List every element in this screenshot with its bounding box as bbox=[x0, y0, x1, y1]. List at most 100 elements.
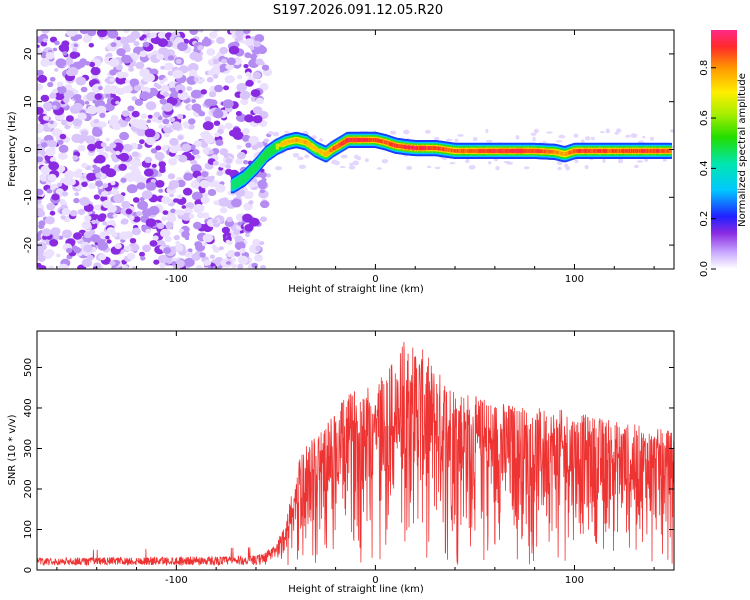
y-tick-label: 0 bbox=[23, 567, 34, 573]
noise-speckle bbox=[130, 158, 141, 168]
noise-speckle bbox=[237, 74, 243, 80]
noise-speckle bbox=[150, 36, 159, 44]
noise-speckle bbox=[257, 181, 268, 190]
noise-speckle bbox=[259, 83, 269, 91]
noise-speckle bbox=[98, 121, 106, 128]
noise-speckle bbox=[157, 116, 163, 121]
noise-speckle bbox=[177, 42, 188, 52]
noise-speckle bbox=[101, 191, 108, 197]
noise-speckle bbox=[143, 168, 154, 177]
noise-speckle bbox=[139, 91, 150, 101]
noise-speckle bbox=[132, 197, 140, 203]
noise-speckle bbox=[183, 172, 194, 181]
noise-speckle bbox=[311, 135, 317, 140]
colorbar-tick-label: 0.6 bbox=[699, 110, 710, 126]
noise-speckle bbox=[106, 227, 116, 235]
noise-speckle bbox=[90, 234, 101, 243]
noise-speckle bbox=[83, 231, 93, 239]
noise-speckle bbox=[224, 122, 233, 130]
noise-speckle bbox=[199, 179, 210, 189]
noise-speckle bbox=[616, 128, 622, 133]
noise-speckle bbox=[133, 85, 142, 92]
noise-speckle bbox=[284, 130, 290, 133]
noise-speckle bbox=[98, 86, 103, 91]
noise-speckle bbox=[403, 129, 410, 135]
noise-speckle bbox=[181, 230, 190, 238]
noise-speckle bbox=[195, 265, 203, 269]
noise-speckle bbox=[195, 107, 202, 114]
noise-speckle bbox=[93, 194, 100, 200]
noise-speckle bbox=[62, 51, 68, 56]
noise-speckle bbox=[45, 249, 55, 258]
noise-speckle bbox=[159, 262, 166, 269]
noise-speckle bbox=[275, 166, 282, 171]
noise-speckle bbox=[249, 217, 260, 227]
noise-speckle bbox=[157, 254, 169, 264]
noise-speckle bbox=[193, 54, 203, 62]
noise-speckle bbox=[197, 204, 205, 211]
noise-speckle bbox=[242, 213, 253, 223]
noise-speckle bbox=[45, 216, 55, 225]
noise-speckle bbox=[557, 166, 562, 171]
noise-speckle bbox=[162, 210, 169, 216]
noise-speckle bbox=[84, 61, 91, 66]
noise-speckle bbox=[239, 90, 251, 100]
noise-speckle bbox=[243, 64, 249, 69]
noise-speckle bbox=[37, 255, 46, 262]
noise-speckle bbox=[54, 91, 65, 101]
noise-speckle bbox=[122, 85, 132, 94]
noise-speckle bbox=[162, 102, 174, 112]
noise-speckle bbox=[141, 190, 153, 200]
noise-speckle bbox=[188, 213, 195, 219]
noise-speckle bbox=[115, 100, 120, 105]
noise-speckle bbox=[161, 196, 171, 204]
noise-speckle bbox=[122, 143, 133, 153]
noise-speckle bbox=[208, 91, 217, 98]
noise-speckle bbox=[188, 118, 196, 125]
noise-speckle bbox=[73, 197, 80, 204]
noise-speckle bbox=[193, 221, 202, 230]
ridge-segment bbox=[275, 143, 279, 150]
noise-speckle bbox=[60, 45, 69, 53]
noise-speckle bbox=[87, 30, 97, 37]
noise-speckle bbox=[183, 124, 190, 129]
noise-speckle bbox=[618, 158, 623, 164]
noise-speckle bbox=[72, 48, 78, 53]
noise-speckle bbox=[161, 216, 168, 222]
noise-speckle bbox=[139, 139, 145, 145]
noise-speckle bbox=[144, 156, 153, 164]
noise-speckle bbox=[118, 163, 127, 171]
noise-speckle bbox=[203, 259, 212, 267]
noise-speckle bbox=[319, 138, 323, 142]
noise-speckle bbox=[88, 42, 95, 48]
noise-speckle bbox=[208, 31, 218, 39]
noise-speckle bbox=[248, 200, 254, 205]
noise-speckle bbox=[297, 156, 304, 161]
noise-speckle bbox=[52, 88, 59, 94]
noise-speckle bbox=[214, 84, 224, 93]
noise-speckle bbox=[136, 129, 146, 137]
noise-speckle bbox=[120, 177, 127, 183]
noise-speckle bbox=[515, 135, 520, 140]
noise-speckle bbox=[212, 74, 219, 79]
noise-speckle bbox=[237, 221, 243, 226]
noise-speckle bbox=[83, 244, 93, 253]
noise-speckle bbox=[254, 254, 263, 262]
noise-speckle bbox=[140, 113, 148, 119]
noise-speckle bbox=[259, 241, 265, 246]
noise-speckle bbox=[121, 110, 130, 117]
noise-speckle bbox=[226, 216, 233, 223]
noise-speckle bbox=[225, 64, 232, 70]
snr-series bbox=[37, 341, 674, 567]
colorbar-gradient bbox=[711, 30, 737, 269]
noise-speckle bbox=[381, 159, 389, 164]
noise-speckle bbox=[40, 41, 48, 47]
noise-speckle bbox=[468, 165, 476, 170]
noise-speckle bbox=[77, 104, 83, 109]
noise-speckle bbox=[120, 219, 127, 225]
noise-speckle bbox=[125, 117, 131, 122]
noise-speckle bbox=[204, 98, 214, 107]
noise-speckle bbox=[133, 47, 141, 54]
noise-speckle bbox=[148, 205, 160, 216]
noise-speckle bbox=[109, 142, 117, 149]
